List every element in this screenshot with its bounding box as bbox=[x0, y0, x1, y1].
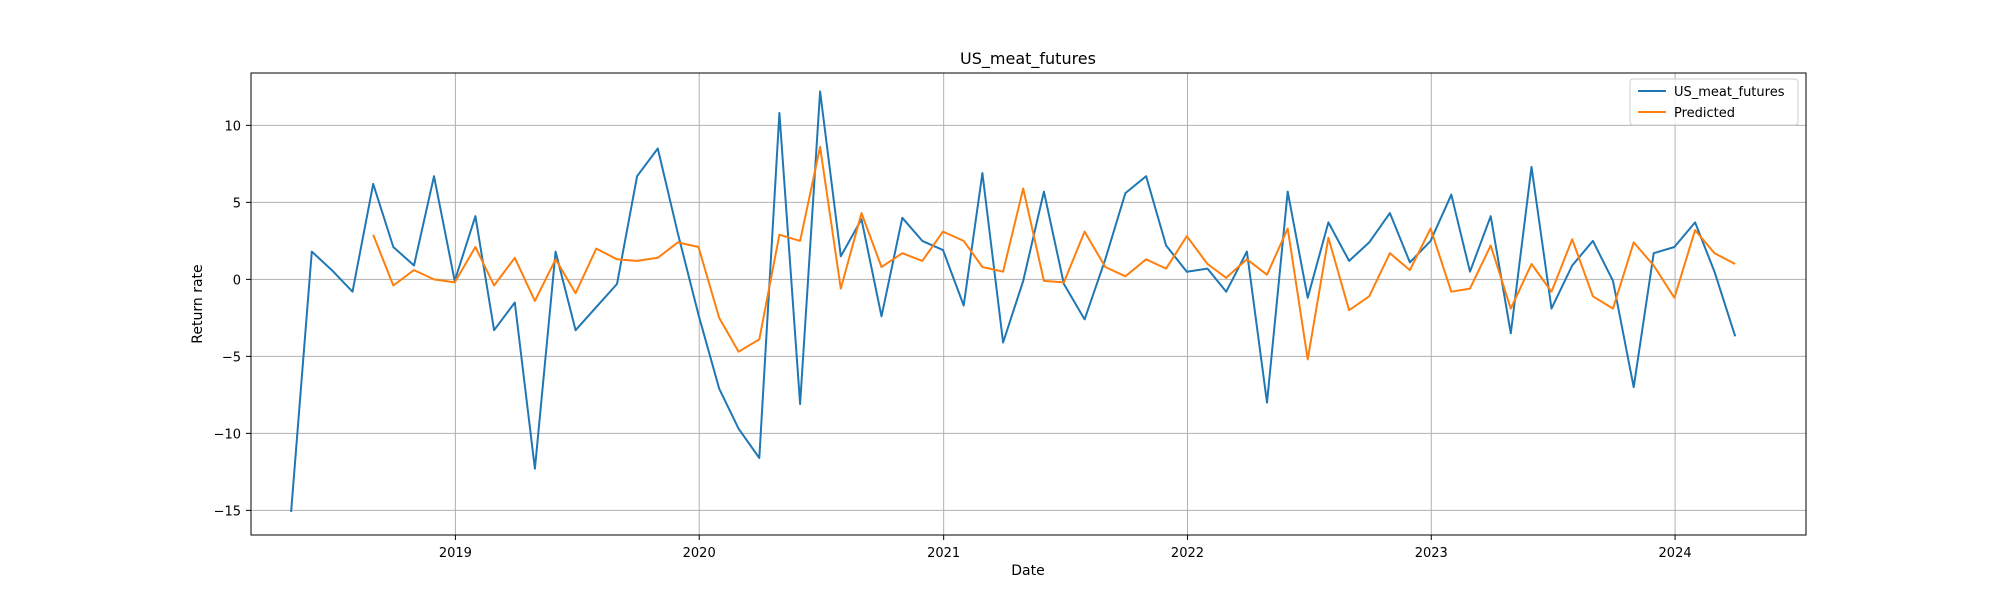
x-tick-label: 2022 bbox=[1171, 546, 1204, 561]
x-axis-label: Date bbox=[1011, 563, 1044, 579]
x-tick-label: 2020 bbox=[683, 546, 716, 561]
y-tick-label: −15 bbox=[214, 504, 241, 519]
y-axis-ticks: −15 −10 −5 0 5 10 bbox=[214, 119, 251, 519]
y-tick-label: 0 bbox=[233, 273, 241, 288]
legend-label-predicted: Predicted bbox=[1674, 106, 1735, 121]
series-line-us-meat-futures bbox=[290, 90, 1737, 512]
x-axis-ticks: 2019 2020 2021 2022 2023 2024 bbox=[439, 535, 1692, 561]
legend: US_meat_futures Predicted bbox=[1629, 78, 1799, 126]
y-axis-label: Return rate bbox=[190, 264, 206, 343]
plot-frame bbox=[250, 72, 1807, 536]
series-layer bbox=[290, 90, 1737, 512]
chart-title: US_meat_futures bbox=[960, 49, 1096, 69]
x-tick-label: 2019 bbox=[439, 546, 472, 561]
x-tick-label: 2024 bbox=[1659, 546, 1692, 561]
y-tick-label: 5 bbox=[233, 196, 241, 211]
x-tick-label: 2021 bbox=[927, 546, 960, 561]
x-tick-label: 2023 bbox=[1415, 546, 1448, 561]
series-line-predicted bbox=[372, 145, 1736, 361]
y-tick-label: −5 bbox=[222, 350, 241, 365]
legend-box bbox=[1629, 78, 1799, 126]
y-tick-label: 10 bbox=[224, 119, 241, 134]
legend-label-us-meat-futures: US_meat_futures bbox=[1674, 85, 1785, 100]
y-tick-label: −10 bbox=[214, 427, 241, 442]
